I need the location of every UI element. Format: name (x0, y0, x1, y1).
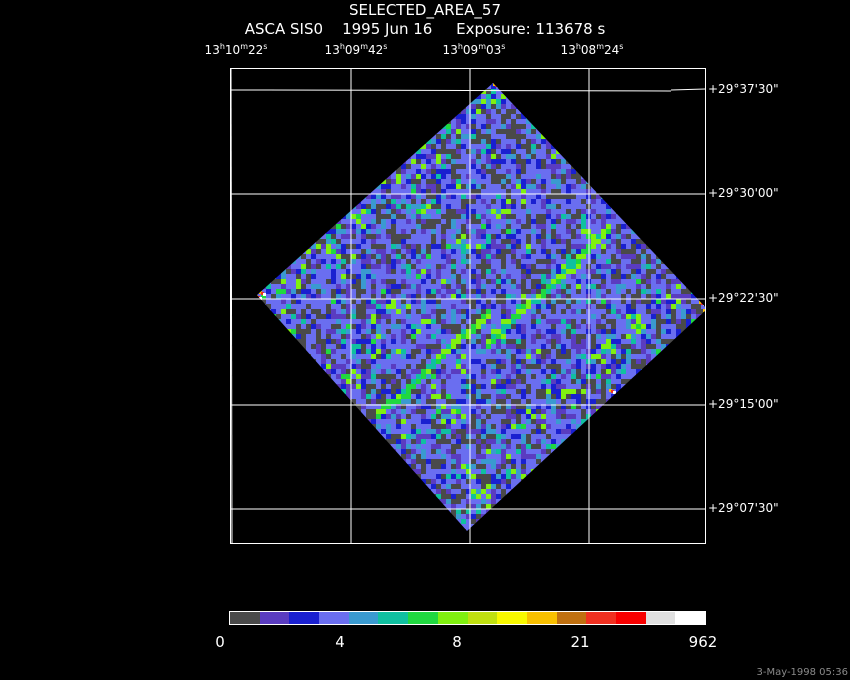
colorbar-swatch (378, 612, 409, 624)
ra-tick-label: 13h10m22s (204, 42, 268, 58)
colorbar-swatch (259, 612, 290, 624)
colorbar-swatch (230, 612, 260, 624)
colorbar-label: 0 (215, 633, 225, 651)
observation-date: 1995 Jun 16 (342, 20, 433, 38)
timestamp: 3-May-1998 05:36 (756, 667, 848, 678)
dec-tick-label: +29°15'00" (708, 397, 779, 411)
colorbar-swatch (408, 612, 438, 624)
colorbar-swatch (675, 612, 705, 624)
colorbar-label: 962 (688, 633, 718, 651)
coordinate-grid (231, 69, 705, 543)
colorbar-label: 8 (452, 633, 462, 651)
image-subtitle: ASCA SIS0 1995 Jun 16 Exposure: 113678 s (0, 20, 850, 38)
colorbar-swatch (645, 612, 676, 624)
colorbar-swatch (497, 612, 527, 624)
colorbar-label: 21 (570, 633, 590, 651)
colorbar-swatch (526, 612, 557, 624)
colorbar-swatch (289, 612, 320, 624)
colorbar-swatch (556, 612, 587, 624)
dec-tick-label: +29°22'30" (708, 291, 779, 305)
colorbar-swatch (437, 612, 468, 624)
ra-tick-label: 13h09m03s (442, 42, 506, 58)
instrument-label: ASCA SIS0 (244, 20, 324, 38)
colorbar-swatch (319, 612, 349, 624)
ra-tick-label: 13h09m42s (324, 42, 388, 58)
color-scale-bar (229, 611, 706, 625)
image-title: SELECTED_AREA_57 (348, 1, 501, 19)
dec-tick-label: +29°07'30" (708, 501, 779, 515)
colorbar-label: 4 (335, 633, 345, 651)
xray-image-plot (230, 68, 706, 544)
dec-tick-label: +29°30'00" (708, 186, 779, 200)
colorbar-swatch (586, 612, 616, 624)
colorbar-swatch (348, 612, 379, 624)
dec-tick-label: +29°37'30" (708, 82, 779, 96)
exposure-label: Exposure: 113678 s (456, 20, 606, 38)
colorbar-swatch (615, 612, 646, 624)
colorbar-swatch (467, 612, 498, 624)
image-pixels (257, 83, 705, 531)
ra-tick-label: 13h08m24s (560, 42, 624, 58)
xray-image (231, 69, 705, 543)
